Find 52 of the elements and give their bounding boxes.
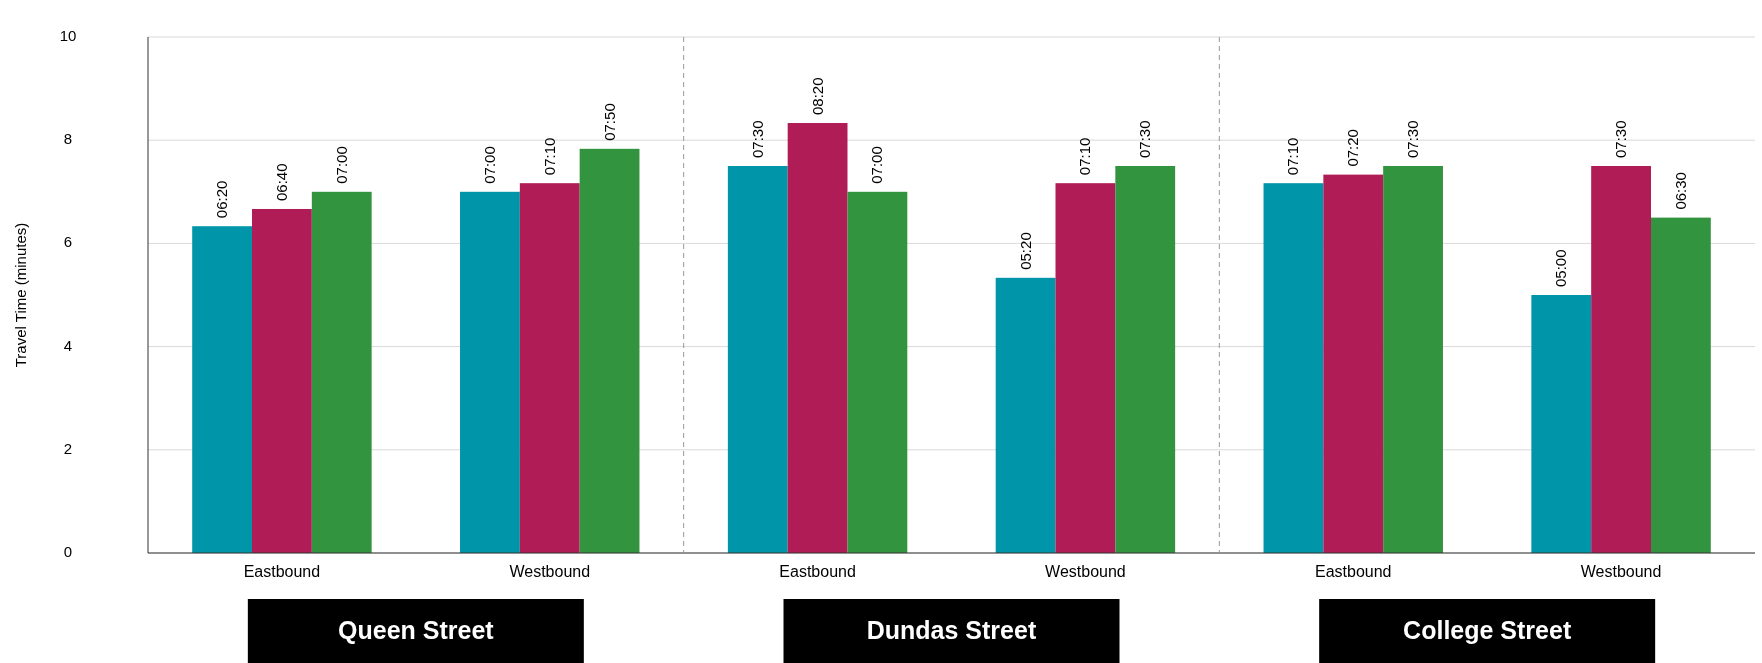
bar	[311, 191, 372, 553]
x-tick-label: Eastbound	[243, 563, 321, 580]
x-tick-label: Westbound	[509, 563, 591, 580]
bar	[1650, 217, 1711, 553]
bar	[787, 123, 848, 553]
y-axis-title: Travel Time (minutes)	[11, 222, 29, 368]
bar	[1323, 174, 1384, 553]
bar	[252, 208, 312, 553]
bar	[995, 277, 1056, 553]
x-tick-label: Eastbound	[1314, 563, 1392, 580]
x-tick-label: Eastbound	[779, 563, 856, 580]
bar	[727, 166, 788, 553]
bar	[1263, 183, 1324, 553]
data-label: 07:00	[332, 146, 350, 184]
bar	[519, 183, 580, 553]
bar	[1115, 166, 1176, 553]
bar	[579, 148, 640, 553]
data-label: 05:00	[1552, 249, 1570, 287]
data-label: 07:30	[1136, 120, 1154, 158]
data-label: 06:40	[272, 163, 290, 201]
bar	[1055, 183, 1116, 553]
y-tick-label: 8	[63, 130, 73, 148]
data-label: 07:30	[1612, 120, 1630, 158]
group-label: Queen Street	[247, 599, 584, 663]
y-tick-label: 6	[63, 233, 73, 251]
y-tick-label: 10	[59, 26, 77, 44]
data-label: 07:00	[868, 146, 886, 184]
y-tick-label: 4	[63, 336, 73, 354]
group-label: Dundas Street	[783, 599, 1120, 663]
data-label: 07:30	[1404, 120, 1422, 158]
x-tick-label: Westbound	[1580, 563, 1662, 580]
data-label: 05:20	[1016, 232, 1034, 270]
group-label: College Street	[1319, 599, 1656, 663]
data-label: 07:20	[1344, 129, 1362, 167]
data-label: 07:30	[748, 120, 766, 158]
data-label: 07:10	[1076, 137, 1094, 176]
bar	[192, 226, 253, 553]
bar	[460, 191, 520, 553]
data-label: 07:50	[600, 103, 618, 141]
data-label: 07:10	[1284, 137, 1302, 176]
bar	[1591, 166, 1651, 553]
data-label: 07:00	[480, 146, 498, 184]
data-label: 07:10	[540, 137, 558, 176]
y-tick-label: 2	[63, 439, 73, 457]
y-tick-label: 0	[63, 542, 73, 560]
bar	[1383, 166, 1443, 553]
bar	[847, 191, 908, 553]
data-label: 06:30	[1671, 172, 1689, 210]
data-label: 08:20	[808, 77, 826, 116]
bar	[1531, 295, 1592, 553]
x-tick-label: Westbound	[1045, 563, 1126, 580]
data-label: 06:20	[213, 180, 231, 219]
